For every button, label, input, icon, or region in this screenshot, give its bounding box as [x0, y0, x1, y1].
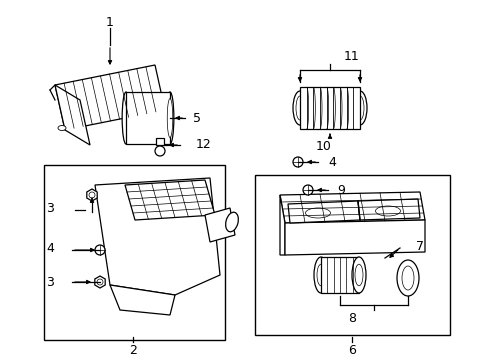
Ellipse shape [166, 92, 174, 144]
Bar [254, 175, 449, 335]
Polygon shape [55, 85, 90, 145]
Polygon shape [280, 195, 285, 255]
Bar [299, 87, 359, 129]
Text: 10: 10 [315, 140, 331, 153]
Text: 8: 8 [347, 311, 355, 324]
Polygon shape [87, 189, 97, 201]
Text: 12: 12 [196, 139, 211, 152]
Polygon shape [285, 220, 424, 255]
Ellipse shape [305, 208, 330, 218]
Ellipse shape [354, 264, 362, 286]
Ellipse shape [313, 257, 327, 293]
Circle shape [95, 245, 105, 255]
Text: 1: 1 [106, 15, 114, 28]
Ellipse shape [401, 266, 413, 290]
Text: 4: 4 [327, 156, 335, 168]
Text: 2: 2 [129, 343, 137, 356]
Ellipse shape [167, 99, 172, 138]
Polygon shape [156, 138, 163, 145]
Text: 6: 6 [347, 343, 355, 356]
Polygon shape [110, 285, 175, 315]
Polygon shape [125, 180, 215, 220]
Polygon shape [95, 276, 105, 288]
Bar [44, 165, 224, 340]
Polygon shape [95, 178, 220, 295]
Text: 4: 4 [46, 242, 54, 255]
Ellipse shape [295, 96, 304, 120]
Bar [320, 257, 358, 293]
Circle shape [155, 146, 164, 156]
Text: 9: 9 [336, 184, 344, 197]
Circle shape [303, 185, 312, 195]
Polygon shape [280, 192, 424, 223]
Text: 3: 3 [46, 275, 54, 288]
Ellipse shape [351, 257, 365, 293]
Text: 11: 11 [344, 49, 359, 63]
Polygon shape [287, 201, 359, 223]
Ellipse shape [352, 91, 366, 125]
Ellipse shape [355, 96, 363, 120]
Polygon shape [357, 199, 419, 220]
Ellipse shape [375, 206, 400, 216]
Ellipse shape [396, 260, 418, 296]
Polygon shape [204, 208, 235, 242]
Text: 3: 3 [46, 202, 54, 215]
Text: 7: 7 [415, 240, 423, 253]
Ellipse shape [225, 212, 238, 232]
Ellipse shape [292, 91, 306, 125]
Ellipse shape [316, 264, 325, 286]
Ellipse shape [58, 126, 66, 130]
Text: 5: 5 [193, 112, 201, 125]
Circle shape [97, 279, 103, 285]
Circle shape [292, 157, 303, 167]
Polygon shape [55, 65, 164, 130]
Ellipse shape [122, 92, 130, 144]
Bar [126, 92, 170, 144]
Circle shape [89, 192, 95, 198]
